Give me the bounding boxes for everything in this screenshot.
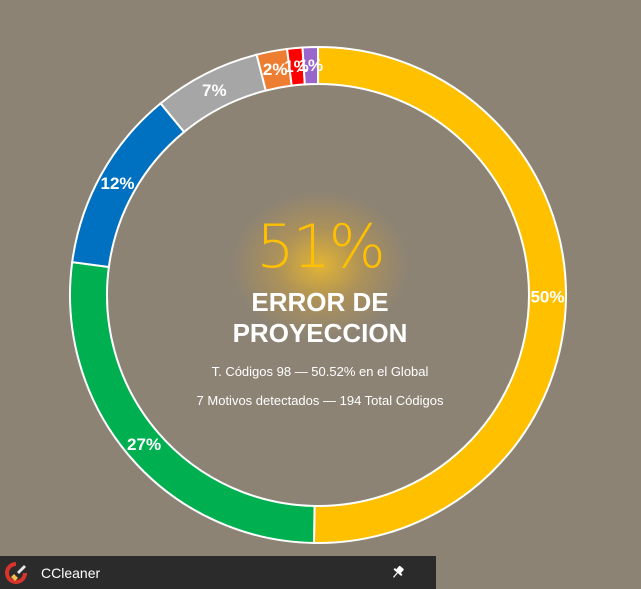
ccleaner-icon[interactable] <box>5 562 27 584</box>
donut-slice <box>301 45 319 86</box>
slice-label: 27% <box>127 435 161 454</box>
center-glow <box>230 190 410 340</box>
slice-label: 2% <box>263 60 288 79</box>
taskbar-app-name[interactable]: CCleaner <box>41 565 101 581</box>
donut-labels: 50%27%12%7%2%1%1% <box>100 56 564 454</box>
taskbar: CCleaner <box>0 556 436 589</box>
slice-label: 12% <box>100 174 134 193</box>
kpi-title-line-1: ERROR DE <box>251 287 389 317</box>
kpi-title-line-2: PROYECCION <box>232 318 408 348</box>
slice-label: 1% <box>299 56 324 75</box>
donut-slices <box>69 45 568 544</box>
kpi-detail-reasons: 7 Motivos detectados — 194 Total Códigos <box>196 393 444 408</box>
kpi-title: ERROR DE PROYECCION <box>170 287 470 349</box>
slice-label: 50% <box>530 287 564 306</box>
kpi-percent: 51% <box>256 212 385 282</box>
donut-chart: 50%27%12%7%2%1%1% <box>69 45 568 544</box>
kpi-detail-codes: T. Códigos 98 — 50.52% en el Global <box>211 364 429 379</box>
pin-icon[interactable] <box>390 564 406 580</box>
slice-label: 7% <box>202 81 227 100</box>
slice-label: 1% <box>284 57 309 76</box>
